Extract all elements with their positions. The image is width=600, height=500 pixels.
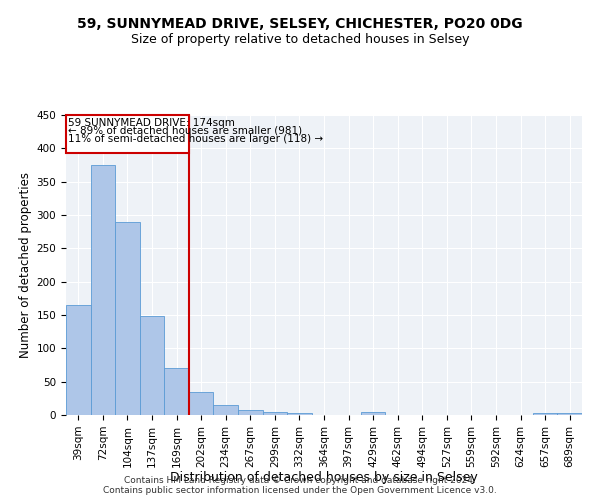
Text: 59, SUNNYMEAD DRIVE, SELSEY, CHICHESTER, PO20 0DG: 59, SUNNYMEAD DRIVE, SELSEY, CHICHESTER,… [77,18,523,32]
Bar [263,412,287,415]
Bar [287,413,312,415]
Bar [533,413,557,415]
Text: ← 89% of detached houses are smaller (981): ← 89% of detached houses are smaller (98… [68,126,302,136]
Bar [557,413,582,415]
Bar [91,165,115,415]
Y-axis label: Number of detached properties: Number of detached properties [19,172,32,358]
X-axis label: Distribution of detached houses by size in Selsey: Distribution of detached houses by size … [170,471,478,484]
Bar [189,392,214,415]
Text: 59 SUNNYMEAD DRIVE: 174sqm: 59 SUNNYMEAD DRIVE: 174sqm [68,118,235,128]
Text: Contains HM Land Registry data © Crown copyright and database right 2024.: Contains HM Land Registry data © Crown c… [124,476,476,485]
FancyBboxPatch shape [66,115,189,153]
Text: Size of property relative to detached houses in Selsey: Size of property relative to detached ho… [131,32,469,46]
Bar [214,405,238,415]
Bar [115,222,140,415]
Bar [66,305,91,415]
Text: Contains public sector information licensed under the Open Government Licence v3: Contains public sector information licen… [103,486,497,495]
Bar [361,412,385,415]
Text: 11% of semi-detached houses are larger (118) →: 11% of semi-detached houses are larger (… [68,134,323,143]
Bar [164,368,189,415]
Bar [238,410,263,415]
Bar [140,316,164,415]
